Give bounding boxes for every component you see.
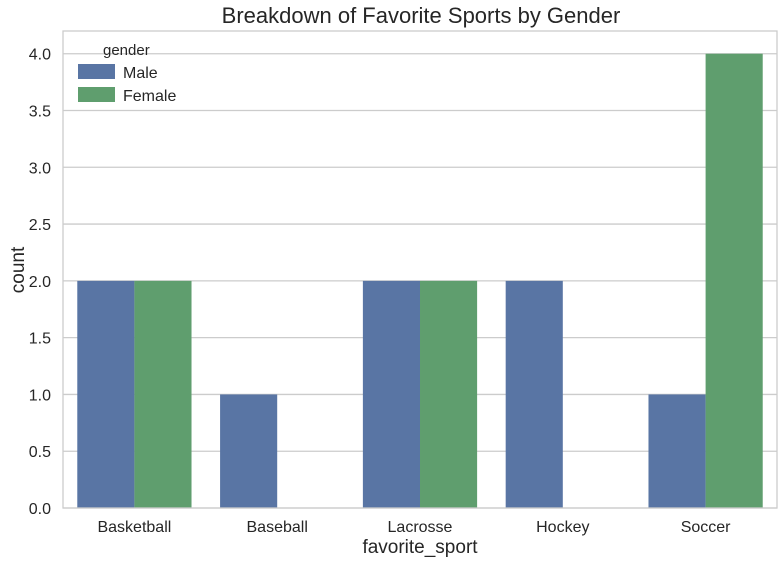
x-tick-labels: Basketball Baseball Lacrosse Hockey Soccer bbox=[97, 519, 731, 536]
bar-male-lacrosse bbox=[362, 280, 420, 508]
bar-male-basketball bbox=[77, 280, 135, 508]
chart-title: Breakdown of Favorite Sports by Gender bbox=[222, 3, 621, 28]
legend: gender Male Female bbox=[78, 42, 176, 105]
legend-swatch-female bbox=[78, 87, 115, 102]
bar-female-basketball bbox=[134, 280, 192, 508]
bar-female-lacrosse bbox=[420, 280, 478, 508]
x-tick-label: Soccer bbox=[681, 519, 731, 536]
bar-male-soccer bbox=[648, 394, 706, 508]
plot-frame bbox=[62, 30, 778, 509]
bar-male-baseball bbox=[220, 394, 278, 508]
legend-label-male: Male bbox=[123, 65, 158, 82]
bar-female-soccer bbox=[705, 53, 763, 508]
legend-label-female: Female bbox=[123, 88, 176, 105]
y-axis-label: count bbox=[8, 246, 29, 293]
x-tick-label: Basketball bbox=[97, 519, 171, 536]
y-tick-label: 2.0 bbox=[29, 274, 51, 291]
x-axis-label: favorite_sport bbox=[362, 537, 478, 558]
x-tick-label: Hockey bbox=[536, 519, 589, 536]
y-tick-label: 1.5 bbox=[29, 331, 51, 348]
y-tick-label: 0.5 bbox=[29, 444, 51, 461]
x-tick-label: Baseball bbox=[247, 519, 308, 536]
legend-swatch-male bbox=[78, 64, 115, 79]
legend-title: gender bbox=[103, 42, 150, 59]
x-tick-label: Lacrosse bbox=[388, 519, 453, 536]
y-tick-labels: 0.0 0.5 1.0 1.5 2.0 2.5 3.0 3.5 4.0 bbox=[29, 47, 51, 518]
bars bbox=[77, 53, 763, 508]
y-tick-label: 3.0 bbox=[29, 160, 51, 177]
bar-male-hockey bbox=[505, 280, 563, 508]
y-tick-label: 2.5 bbox=[29, 217, 51, 234]
y-tick-label: 4.0 bbox=[29, 47, 51, 64]
y-tick-label: 0.0 bbox=[29, 501, 51, 518]
y-tick-label: 3.5 bbox=[29, 104, 51, 121]
y-tick-label: 1.0 bbox=[29, 387, 51, 404]
